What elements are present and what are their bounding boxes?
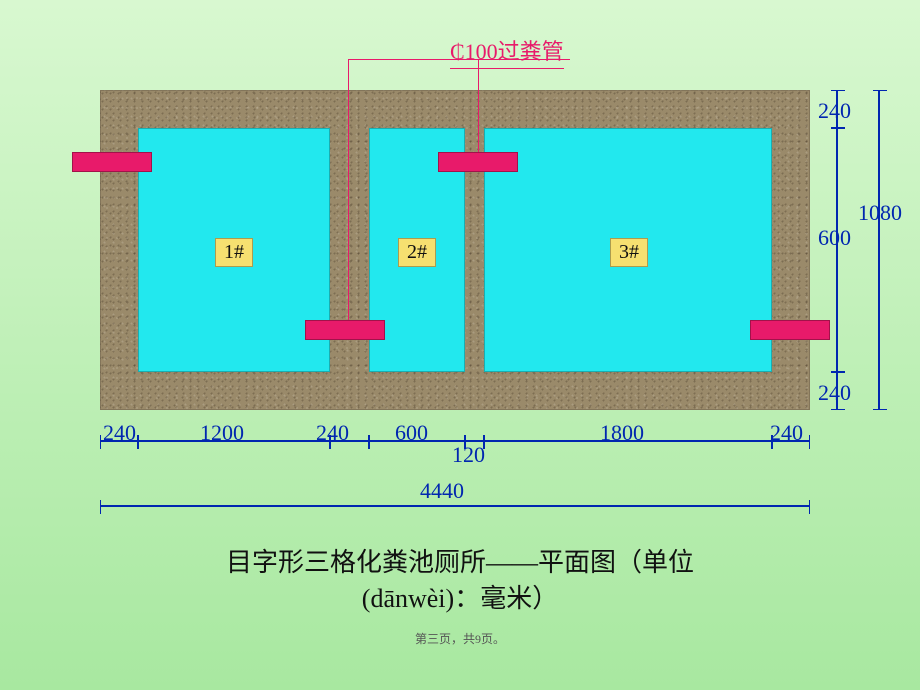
chamber-3-tag: 3# bbox=[610, 238, 648, 267]
dim-b-240c-label: 240 bbox=[770, 420, 803, 446]
dim-r-total bbox=[878, 90, 880, 410]
title-line-1: 目字形三格化粪池厕所——平面图（单位 bbox=[226, 548, 694, 577]
dim-b-240b-label: 240 bbox=[316, 420, 349, 446]
leader-2 bbox=[478, 59, 479, 152]
title-line-2: (dānwèi)：毫米） bbox=[362, 584, 558, 613]
dim-b-1800-label: 1800 bbox=[600, 420, 644, 446]
page-footer: 第三页，共9页。 bbox=[0, 630, 920, 647]
chamber-2-tag: 2# bbox=[398, 238, 436, 267]
diagram-stage: 1# 2# 3# ₵100过粪管 240 1200 240 600 120 18… bbox=[0, 0, 920, 690]
dim-b-600-label: 600 bbox=[395, 420, 428, 446]
pipe-outlet bbox=[750, 320, 830, 340]
dim-r-240b-label: 240 bbox=[818, 380, 851, 406]
pipe-1-2 bbox=[305, 320, 385, 340]
dim-b-240a-label: 240 bbox=[103, 420, 136, 446]
pipe-inlet bbox=[72, 152, 152, 172]
dim-b-total-label: 4440 bbox=[420, 478, 464, 504]
dim-r-total-label: 1080 bbox=[858, 200, 902, 226]
dim-b-120-label: 120 bbox=[452, 442, 485, 468]
leader-1 bbox=[348, 59, 349, 320]
callout-label: ₵100过粪管 bbox=[450, 34, 564, 69]
chamber-1-tag: 1# bbox=[215, 238, 253, 267]
dim-r-240a-label: 240 bbox=[818, 98, 851, 124]
dim-b-1200-label: 1200 bbox=[200, 420, 244, 446]
diagram-title: 目字形三格化粪池厕所——平面图（单位 (dānwèi)：毫米） bbox=[0, 545, 920, 618]
pipe-2-3 bbox=[438, 152, 518, 172]
dim-r-600-label: 600 bbox=[818, 225, 851, 251]
dim-b-total bbox=[100, 505, 810, 507]
